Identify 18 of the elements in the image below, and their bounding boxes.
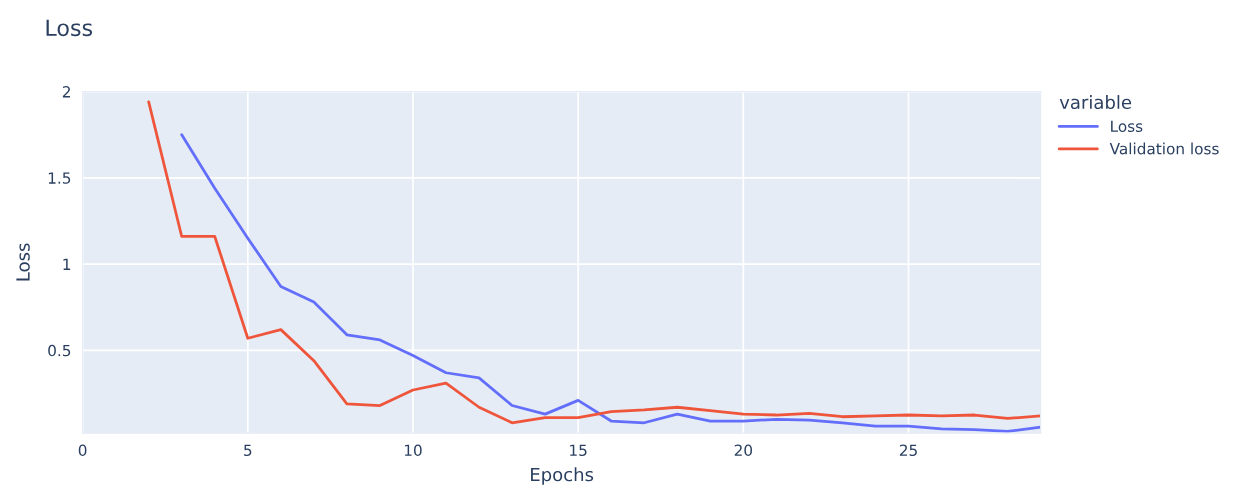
line-series: [180, 133, 1041, 433]
line-series: [147, 100, 1041, 425]
legend-label: Validation loss: [1109, 142, 1219, 155]
y-tick-label: 1: [63, 258, 71, 270]
chart-title: Loss: [46, 19, 93, 37]
x-tick-label: 10: [404, 444, 422, 457]
x-tick-label: 5: [244, 444, 252, 457]
x-axis-title: Epochs: [531, 467, 594, 485]
x-tick-label: 0: [78, 444, 87, 457]
legend-title: variable: [1059, 95, 1132, 110]
legend-label: Loss: [1111, 120, 1143, 133]
x-tick-label: 15: [570, 444, 587, 457]
x-tick-label: 25: [899, 444, 917, 457]
y-tick-label: 1.5: [48, 172, 71, 184]
x-tick-label: 20: [734, 444, 753, 457]
y-tick-label: 2: [62, 86, 70, 98]
y-axis-title: Loss: [16, 243, 30, 281]
y-tick-label: 0.5: [48, 344, 71, 357]
